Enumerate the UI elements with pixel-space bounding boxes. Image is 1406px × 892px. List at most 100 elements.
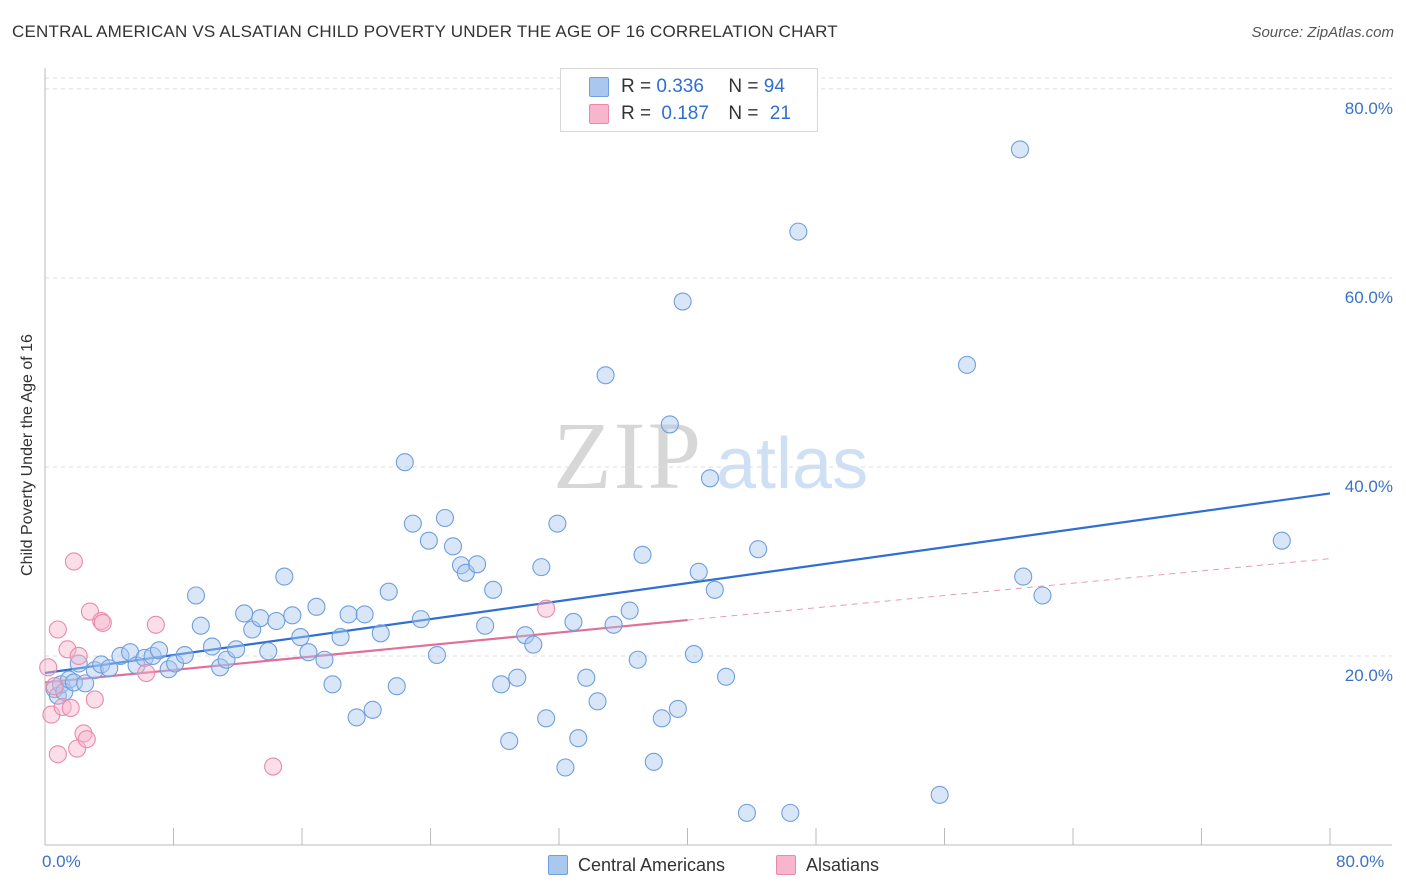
point-central-americans: [577, 668, 596, 687]
point-central-americans: [781, 803, 800, 822]
legend-swatch-pink: [589, 104, 609, 124]
point-alsatians: [537, 599, 556, 618]
watermark: ZIP atlas: [553, 402, 868, 509]
trend-line-alsatians-extension: [687, 558, 1331, 621]
point-central-americans: [532, 558, 551, 577]
source-label: Source: ZipAtlas.com: [1251, 24, 1394, 41]
point-central-americans: [476, 616, 495, 635]
legend-n-value: 21: [769, 103, 791, 124]
point-alsatians: [48, 620, 67, 639]
trend-line-alsatians: [44, 618, 688, 684]
point-central-americans: [371, 624, 390, 643]
point-central-americans: [299, 643, 318, 662]
bottom-legend-alsatians: Alsatians: [776, 852, 879, 878]
point-central-americans: [403, 514, 422, 533]
point-central-americans: [435, 508, 455, 528]
legend-r-label: R =: [621, 103, 657, 124]
chart-title: CENTRAL AMERICAN VS ALSATIAN CHILD POVER…: [12, 22, 838, 41]
legend-r-value: 0.336: [656, 76, 704, 97]
point-central-americans: [789, 222, 808, 241]
legend-row-alsatians: R = 0.187 N = 21: [589, 101, 791, 127]
point-central-americans: [307, 597, 326, 616]
point-central-americans: [186, 586, 206, 605]
data-points: [39, 140, 1291, 822]
point-alsatians: [69, 646, 88, 666]
point-central-americans: [652, 709, 671, 728]
point-alsatians: [77, 730, 96, 749]
point-central-americans: [668, 699, 687, 718]
legend-n-label: N =: [728, 103, 764, 124]
point-alsatians: [146, 615, 165, 634]
point-central-americans: [1033, 586, 1052, 605]
y-tick-label-60: 60.0%: [1344, 287, 1393, 307]
point-alsatians: [68, 739, 87, 758]
point-central-americans: [1272, 531, 1291, 550]
watermark-zip: ZIP: [553, 402, 703, 509]
point-central-americans: [660, 415, 679, 434]
point-central-americans: [259, 642, 278, 661]
point-central-americans: [556, 758, 575, 777]
bottom-legend-label: Alsatians: [806, 854, 880, 875]
point-central-americans: [644, 752, 663, 771]
point-alsatians: [45, 677, 64, 696]
point-alsatians: [74, 724, 93, 743]
point-central-americans: [508, 668, 527, 687]
point-central-americans: [387, 677, 406, 696]
y-tick-label-20: 20.0%: [1344, 665, 1393, 685]
point-central-americans: [291, 628, 310, 647]
bottom-legend-label: Central Americans: [578, 854, 726, 875]
bottom-legend-swatch-pink: [776, 855, 796, 875]
point-central-americans: [315, 650, 334, 669]
point-central-americans: [537, 709, 556, 728]
legend-r-value: 0.187: [661, 103, 709, 124]
point-central-americans: [203, 637, 222, 656]
bottom-legend-swatch-blue: [548, 855, 568, 875]
point-central-americans: [500, 731, 519, 751]
point-central-americans: [628, 650, 647, 669]
point-alsatians: [58, 640, 77, 659]
point-alsatians: [61, 698, 80, 718]
legend-row-central-americans: R = 0.336 N = 94: [589, 74, 785, 100]
point-alsatians: [39, 658, 58, 677]
legend-r-label: R =: [621, 76, 657, 97]
point-central-americans: [395, 453, 414, 472]
point-central-americans: [684, 645, 703, 664]
point-alsatians: [48, 745, 67, 764]
point-central-americans: [569, 729, 588, 748]
point-central-americans: [149, 641, 169, 660]
correlation-legend: R = 0.336 N = 94 R = 0.187 N = 21: [560, 68, 818, 132]
x-tick-label-max: 80.0%: [1336, 852, 1385, 871]
point-central-americans: [930, 785, 949, 804]
point-central-americans: [1014, 567, 1033, 586]
point-central-americans: [111, 646, 130, 666]
point-central-americans: [235, 604, 254, 623]
point-central-americans: [620, 601, 639, 620]
point-central-americans: [355, 605, 374, 624]
point-central-americans: [339, 605, 358, 624]
legend-swatch-blue: [589, 77, 609, 97]
point-central-americans: [363, 700, 382, 719]
axes: [44, 68, 1392, 846]
trend-lines: [44, 492, 1331, 684]
point-alsatians: [93, 613, 112, 632]
grid-lines: [45, 77, 1392, 657]
point-central-americans: [705, 580, 724, 599]
point-central-americans: [427, 645, 446, 665]
point-central-americans: [227, 640, 246, 659]
point-central-americans: [267, 611, 286, 631]
point-alsatians: [85, 690, 104, 709]
legend-n-value: 94: [763, 76, 785, 97]
point-central-americans: [76, 674, 95, 693]
legend-n-label: N =: [728, 76, 764, 97]
point-central-americans: [379, 582, 398, 601]
point-central-americans: [737, 803, 756, 822]
point-central-americans: [175, 645, 194, 665]
point-central-americans: [524, 635, 543, 654]
trend-line-central-americans: [44, 492, 1331, 675]
point-alsatians: [64, 552, 83, 571]
point-central-americans: [633, 545, 652, 564]
point-central-americans: [604, 615, 623, 634]
bottom-legend-central-americans: Central Americans: [548, 852, 725, 878]
point-central-americans: [69, 654, 88, 673]
point-central-americans: [484, 580, 503, 599]
